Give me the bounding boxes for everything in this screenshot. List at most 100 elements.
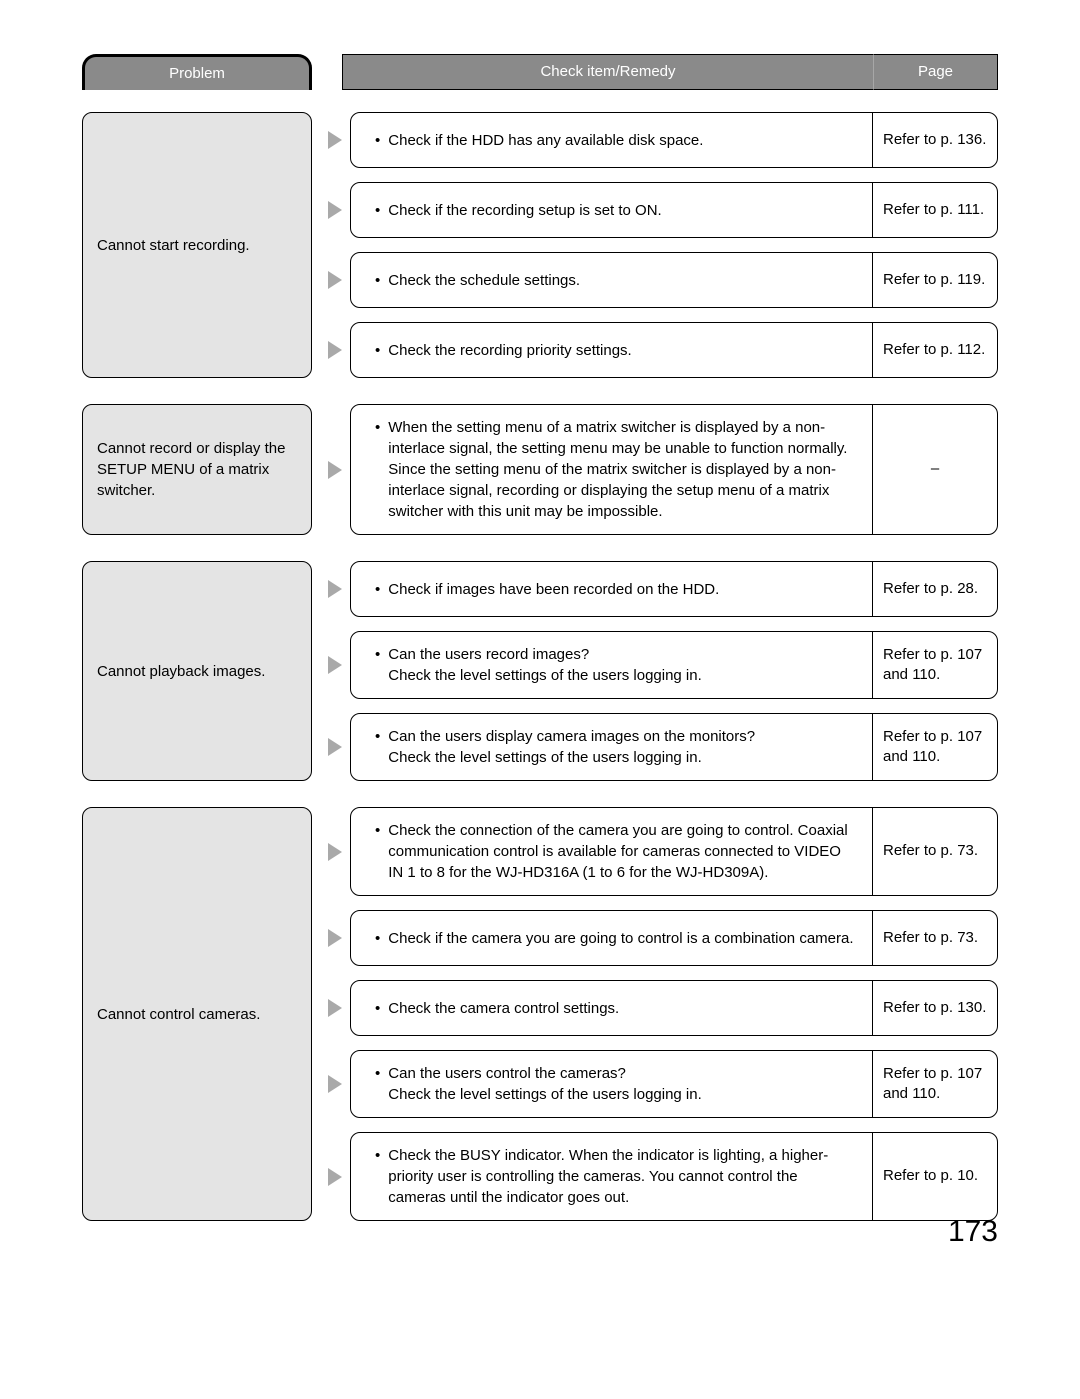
- page-ref: Refer to p. 28.: [872, 562, 997, 616]
- header-problem: Problem: [82, 54, 312, 90]
- remedy-body: Check the connection of the camera you a…: [388, 820, 856, 883]
- bullet-dot: •: [375, 928, 380, 949]
- problem-box: Cannot record or display the SETUP MENU …: [82, 404, 312, 535]
- page-number: 173: [948, 1215, 998, 1249]
- bullet-dot: •: [375, 820, 380, 883]
- remedy-box: •Can the users display camera images on …: [350, 713, 998, 781]
- remedy-row: • Check if the HDD has any available disk…: [324, 112, 998, 168]
- page-ref-text: Refer to p. 73.: [883, 928, 978, 948]
- remedy-box: •Can the users record images? Check the …: [350, 631, 998, 699]
- remedy-row: •Can the users record images? Check the …: [324, 631, 998, 699]
- remedy-body: Can the users display camera images on t…: [388, 726, 755, 768]
- problem-group: Cannot playback images. •Check if images …: [82, 561, 998, 781]
- remedy-body: Check the BUSY indicator. When the indic…: [388, 1145, 856, 1208]
- remedy-row: • Check the schedule settings. Refer to p.…: [324, 252, 998, 308]
- header-remedy: Check item/Remedy: [342, 54, 873, 90]
- page-ref-text: Refer to p. 119.: [883, 270, 985, 290]
- remedy-box: • Check if the HDD has any available disk…: [350, 112, 998, 168]
- remedy-text: • Check if the HDD has any available disk…: [351, 113, 872, 167]
- remedy-column: •Check if images have been recorded on t…: [324, 561, 998, 781]
- remedy-row: • Check the camera control settings. Refer…: [324, 980, 998, 1036]
- remedy-column: •When the setting menu of a matrix switc…: [324, 404, 998, 535]
- page-ref-text: –: [931, 459, 939, 479]
- remedy-body: Can the users record images? Check the l…: [388, 644, 702, 686]
- remedy-body: Check the camera control settings.: [388, 998, 619, 1019]
- remedy-row: •Check the BUSY indicator. When the indi…: [324, 1132, 998, 1221]
- page-ref: Refer to p. 111.: [872, 183, 997, 237]
- remedy-body: When the setting menu of a matrix switch…: [388, 417, 856, 522]
- page-ref: Refer to p. 119.: [872, 253, 997, 307]
- remedy-column: •Check the connection of the camera you …: [324, 807, 998, 1221]
- page-ref-text: Refer to p. 28.: [883, 579, 978, 599]
- header-right-group: Check item/Remedy Page: [342, 54, 998, 90]
- bullet-dot: •: [375, 340, 380, 361]
- remedy-body: Check if the recording setup is set to O…: [388, 200, 661, 221]
- remedy-box: •Check if images have been recorded on t…: [350, 561, 998, 617]
- page-ref-text: Refer to p. 107 and 110.: [883, 1064, 987, 1105]
- header-page: Page: [873, 54, 998, 90]
- arrow-icon: [324, 322, 346, 378]
- page-ref: Refer to p. 73.: [872, 911, 997, 965]
- remedy-column: • Check if the HDD has any available disk…: [324, 112, 998, 378]
- remedy-text: •Can the users control the cameras? Chec…: [351, 1051, 872, 1117]
- arrow-icon: [324, 1050, 346, 1118]
- arrow-icon: [324, 404, 346, 535]
- arrow-icon: [324, 1132, 346, 1221]
- remedy-box: •Can the users control the cameras? Chec…: [350, 1050, 998, 1118]
- remedy-box: • Check the schedule settings. Refer to p.…: [350, 252, 998, 308]
- problem-box: Cannot start recording.: [82, 112, 312, 378]
- page-ref-text: Refer to p. 73.: [883, 841, 978, 861]
- arrow-icon: [324, 713, 346, 781]
- arrow-icon: [324, 252, 346, 308]
- bullet-dot: •: [375, 270, 380, 291]
- page-ref-text: Refer to p. 107 and 110.: [883, 645, 987, 686]
- bullet-dot: •: [375, 130, 380, 151]
- remedy-body: Check if images have been recorded on th…: [388, 579, 719, 600]
- remedy-box: • Check the camera control settings. Refer…: [350, 980, 998, 1036]
- problem-text: Cannot start recording.: [97, 235, 250, 256]
- remedy-body: Check if the HDD has any available disk …: [388, 130, 703, 151]
- page-ref-text: Refer to p. 10.: [883, 1166, 978, 1186]
- problem-group: Cannot start recording. • Check if the HDD…: [82, 112, 998, 378]
- remedy-text: •Check the recording priority settings.: [351, 323, 872, 377]
- page-ref: Refer to p. 107 and 110.: [872, 714, 997, 780]
- remedy-text: •Check the connection of the camera you …: [351, 808, 872, 895]
- arrow-icon: [324, 112, 346, 168]
- remedy-body: Check if the camera you are going to con…: [388, 928, 853, 949]
- problem-box: Cannot control cameras.: [82, 807, 312, 1221]
- problem-text: Cannot control cameras.: [97, 1004, 260, 1025]
- page-ref: Refer to p. 130.: [872, 981, 997, 1035]
- arrow-icon: [324, 631, 346, 699]
- bullet-dot: •: [375, 1063, 380, 1105]
- page-ref-text: Refer to p. 111.: [883, 200, 984, 220]
- remedy-box: • Check if the camera you are going to co…: [350, 910, 998, 966]
- remedy-row: •Can the users display camera images on …: [324, 713, 998, 781]
- problem-text: Cannot playback images.: [97, 661, 265, 682]
- remedy-row: •Check if the recording setup is set to …: [324, 182, 998, 238]
- remedy-body: Can the users control the cameras? Check…: [388, 1063, 702, 1105]
- page-ref: Refer to p. 107 and 110.: [872, 632, 997, 698]
- page-ref: Refer to p. 136.: [872, 113, 997, 167]
- problem-group: Cannot control cameras.•Check the connec…: [82, 807, 998, 1221]
- problem-text: Cannot record or display the SETUP MENU …: [97, 438, 297, 501]
- remedy-text: •Can the users record images? Check the …: [351, 632, 872, 698]
- page-ref-text: Refer to p. 107 and 110.: [883, 727, 987, 768]
- remedy-text: •Can the users display camera images on …: [351, 714, 872, 780]
- arrow-icon: [324, 980, 346, 1036]
- page-ref-text: Refer to p. 112.: [883, 340, 985, 360]
- remedy-row: •Can the users control the cameras? Chec…: [324, 1050, 998, 1118]
- remedy-box: •When the setting menu of a matrix switc…: [350, 404, 998, 535]
- remedy-box: •Check the recording priority settings. R…: [350, 322, 998, 378]
- remedy-row: • Check if the camera you are going to co…: [324, 910, 998, 966]
- bullet-dot: •: [375, 417, 380, 522]
- troubleshooting-page: Problem Check item/Remedy Page Cannot st…: [0, 0, 1080, 1287]
- remedy-box: •Check if the recording setup is set to …: [350, 182, 998, 238]
- arrow-icon: [324, 561, 346, 617]
- remedy-text: • Check the schedule settings.: [351, 253, 872, 307]
- remedy-row: •Check if images have been recorded on t…: [324, 561, 998, 617]
- arrow-icon: [324, 807, 346, 896]
- bullet-dot: •: [375, 998, 380, 1019]
- remedy-text: •Check if images have been recorded on t…: [351, 562, 872, 616]
- remedy-body: Check the schedule settings.: [388, 270, 580, 291]
- page-ref: Refer to p. 10.: [872, 1133, 997, 1220]
